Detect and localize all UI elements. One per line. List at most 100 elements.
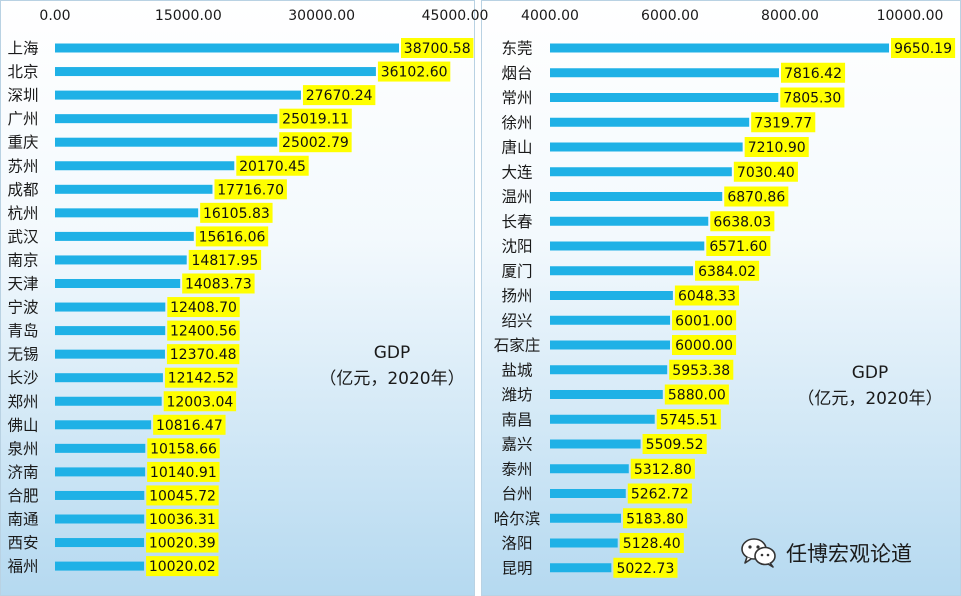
left-value-label-bg	[147, 461, 220, 482]
left-category-label: 武汉	[7, 228, 39, 246]
left-category-label: 长沙	[7, 369, 38, 387]
right-category-label: 沈阳	[501, 238, 532, 256]
right-bar	[550, 117, 750, 127]
right-value-label: 7805.30	[783, 91, 841, 107]
right-value-label-bg	[627, 483, 692, 504]
right-category-label: 徐州	[501, 114, 532, 132]
left-category-label: 深圳	[7, 87, 38, 105]
right-value-label-bg	[706, 236, 771, 256]
right-value-label-bg	[672, 335, 737, 355]
left-gdp-annotation: GDP （亿元，2020年）	[317, 340, 467, 392]
right-bar	[550, 315, 671, 325]
right-value-label: 5183.80	[626, 511, 684, 527]
right-category-label: 盐城	[501, 361, 533, 379]
left-category-label: 宁波	[7, 299, 38, 317]
left-value-label-bg	[163, 391, 237, 412]
right-value-label: 6048.33	[678, 289, 736, 305]
right-bar	[550, 489, 626, 498]
left-x-tick-label: 15000.00	[155, 8, 222, 24]
right-category-label: 洛阳	[501, 535, 532, 553]
right-bar	[550, 43, 890, 53]
left-category-label: 苏州	[7, 157, 38, 175]
right-bar	[550, 390, 663, 399]
left-value-label: 10020.39	[149, 536, 216, 552]
right-value-label-bg	[780, 87, 845, 108]
right-category-label: 嘉兴	[501, 436, 532, 454]
right-value-label-bg	[642, 434, 707, 454]
right-annotation-line-1: GDP	[851, 363, 889, 383]
right-value-label: 7816.42	[784, 66, 842, 82]
right-x-tick-label: 8000.00	[761, 8, 819, 24]
right-category-label: 潍坊	[501, 386, 532, 404]
left-bar	[55, 396, 162, 406]
left-bar	[55, 326, 166, 336]
right-category-label: 东莞	[501, 40, 532, 58]
left-value-label-bg	[279, 132, 352, 153]
right-value-label: 6384.02	[698, 264, 756, 280]
left-value-label-bg	[147, 438, 220, 459]
left-category-label: 南通	[7, 511, 39, 529]
left-value-label: 38700.58	[404, 41, 471, 57]
right-bar	[550, 538, 618, 548]
left-value-label-bg	[167, 320, 240, 341]
right-value-label: 6638.03	[713, 214, 771, 230]
left-bar	[55, 137, 278, 147]
left-value-label: 12003.04	[166, 394, 233, 410]
left-value-label: 25002.79	[282, 135, 349, 151]
right-value-label: 7030.40	[737, 165, 795, 181]
right-bar	[550, 513, 622, 523]
left-value-label: 16105.83	[203, 206, 270, 222]
left-x-tick-label: 45000.00	[422, 8, 489, 24]
left-value-label: 12370.48	[170, 347, 237, 363]
right-category-label: 绍兴	[501, 312, 532, 330]
right-bar	[550, 464, 629, 474]
left-category-label: 杭州	[7, 204, 38, 222]
right-bar	[550, 563, 612, 573]
right-bar	[550, 93, 779, 102]
left-value-label-bg	[146, 485, 219, 506]
right-bar	[550, 340, 670, 350]
right-value-label: 5880.00	[668, 388, 726, 404]
right-bar	[550, 439, 641, 449]
left-category-label: 无锡	[7, 346, 38, 364]
left-x-tick-label: 30000.00	[288, 8, 355, 24]
left-value-label: 10816.47	[156, 418, 223, 434]
left-value-label: 10036.31	[149, 512, 216, 528]
left-value-label-bg	[302, 85, 376, 106]
left-bar	[55, 231, 194, 241]
right-value-label: 5953.38	[672, 363, 730, 379]
right-gdp-annotation: GDP （亿元，2020年）	[795, 360, 945, 412]
left-value-label: 12400.56	[170, 324, 237, 340]
left-bar	[55, 373, 163, 383]
right-category-label: 温州	[501, 188, 532, 206]
left-value-label-bg	[279, 108, 352, 129]
right-value-label: 5022.73	[616, 561, 674, 577]
left-value-label: 10020.02	[149, 559, 216, 575]
left-value-label-bg	[377, 61, 451, 82]
left-category-label: 北京	[7, 63, 38, 81]
right-value-label-bg	[669, 359, 734, 380]
left-bar	[55, 208, 199, 218]
right-value-label-bg	[695, 260, 760, 281]
right-bar	[550, 266, 694, 276]
left-value-label: 15616.06	[199, 229, 266, 245]
left-category-label: 济南	[7, 463, 38, 481]
left-value-label-bg	[200, 202, 273, 223]
right-value-label-bg	[891, 38, 956, 58]
right-bar	[550, 291, 673, 300]
left-value-label-bg	[146, 509, 219, 529]
right-value-label-bg	[780, 62, 846, 83]
left-bar	[55, 279, 181, 288]
left-bar	[55, 90, 301, 100]
right-category-label: 烟台	[501, 64, 532, 82]
left-bar	[55, 114, 278, 124]
left-value-label-bg	[153, 414, 226, 435]
watermark-text: 任博宏观论道	[786, 542, 912, 566]
right-category-label: 长春	[501, 213, 532, 231]
left-bar	[55, 161, 235, 171]
left-category-label: 福州	[7, 558, 38, 576]
left-category-label: 西安	[7, 534, 38, 552]
left-value-label: 36102.60	[381, 65, 448, 81]
right-x-tick-label: 10000.00	[877, 8, 944, 24]
right-value-label-bg	[623, 508, 688, 529]
